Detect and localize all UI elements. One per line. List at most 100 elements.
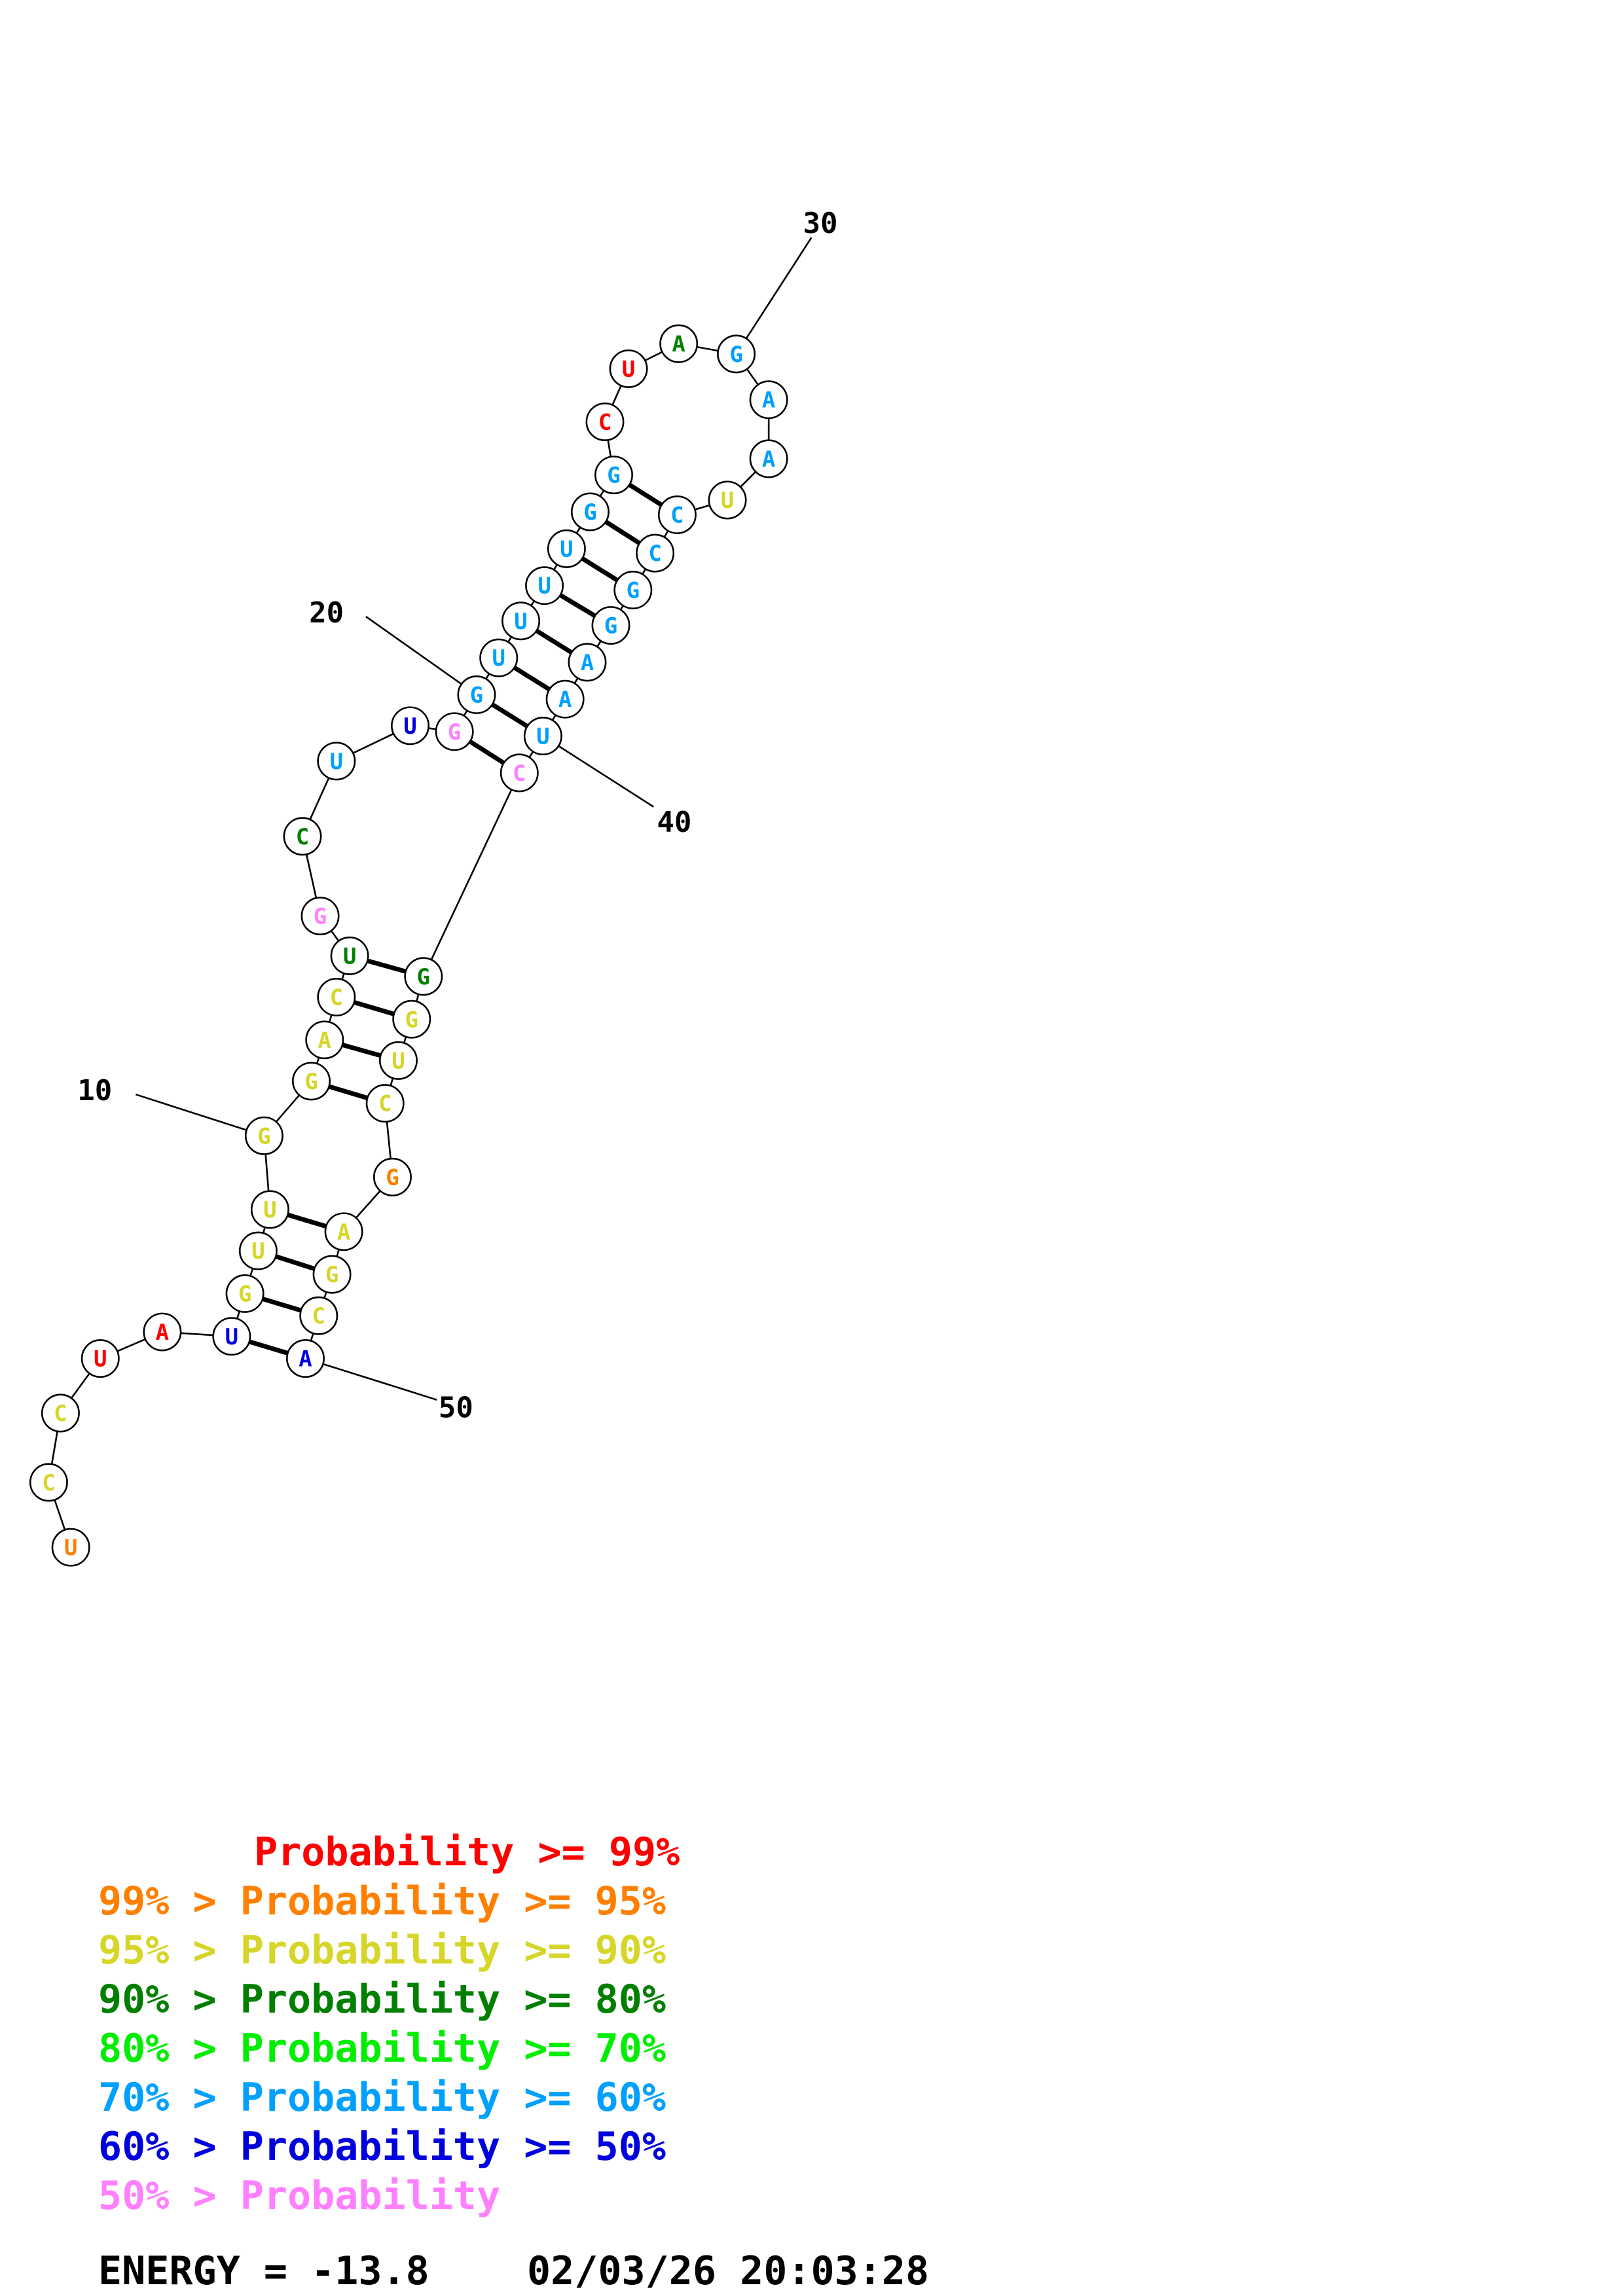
nucleotide-base: G — [583, 499, 596, 526]
position-label-leader — [542, 735, 655, 808]
nucleotide-circle — [250, 1190, 289, 1229]
nucleotide-circle — [292, 1062, 331, 1101]
nucleotide-base: G — [405, 1007, 418, 1033]
legend-row: 70% > Probability >= 60% — [98, 2075, 666, 2121]
nucleotide-circle — [547, 529, 586, 568]
position-label-leader — [365, 615, 477, 696]
nucleotide-circle — [305, 1020, 344, 1060]
nucleotide-circle — [238, 1231, 278, 1270]
nucleotide-base: U — [514, 609, 527, 635]
nucleotide-circle — [659, 324, 699, 363]
nucleotide-circle — [299, 1296, 338, 1335]
nucleotide-circle — [225, 1274, 264, 1313]
nucleotide-base: U — [94, 1346, 107, 1372]
nucleotide-base: U — [392, 1048, 405, 1074]
nucleotide-base: U — [330, 749, 343, 775]
nucleotide-base: A — [558, 687, 572, 713]
legend-row: 50% > Probability — [98, 2173, 500, 2219]
nucleotide-base: G — [627, 577, 640, 603]
nucleotide-circle — [330, 936, 369, 975]
nucleotide-base: C — [330, 984, 343, 1011]
nucleotide-base: G — [470, 682, 483, 708]
nucleotide-circle — [435, 712, 474, 751]
nucleotide-base: U — [622, 356, 635, 382]
legend-row: 90% > Probability >= 80% — [98, 1977, 666, 2022]
nucleotide-circle — [301, 897, 340, 935]
nucleotide-base: C — [296, 824, 309, 850]
nucleotide-base: C — [648, 541, 661, 567]
nucleotide-circle — [404, 957, 443, 996]
nucleotide-base: U — [721, 488, 734, 514]
nucleotide-base: C — [598, 410, 611, 436]
nucleotide-circle — [568, 643, 607, 682]
nucleotide-base: A — [318, 1028, 331, 1054]
probability-legend: Probability >= 99%99% > Probability >= 9… — [98, 1829, 680, 2219]
nucleotide-circle — [312, 1255, 352, 1294]
nucleotide-circle — [749, 380, 788, 420]
timestamp-text: 02/03/26 20:03:28 — [527, 2248, 929, 2294]
legend-row: Probability >= 99% — [254, 1829, 680, 1875]
position-label: 20 — [309, 596, 344, 630]
nucleotide-base: C — [312, 1303, 325, 1329]
nucleotide-base: A — [337, 1219, 350, 1246]
nucleotide-base: C — [54, 1401, 67, 1427]
nucleotide-circle — [51, 1528, 90, 1567]
position-label: 40 — [657, 806, 691, 839]
nucleotide-base: U — [225, 1324, 238, 1350]
nucleotide-circle — [609, 349, 648, 388]
nucleotide-base: G — [604, 613, 617, 639]
nucleotide-circle — [501, 601, 541, 641]
nucleotide-circle — [41, 1393, 80, 1433]
nucleotide-base: A — [762, 446, 775, 473]
nucleotide-base: U — [343, 943, 356, 969]
nucleotide-base: U — [403, 713, 416, 740]
nucleotide-base: G — [386, 1164, 399, 1191]
legend-row: 80% > Probability >= 70% — [98, 2026, 666, 2072]
nucleotide-circle — [392, 999, 431, 1039]
position-label-leader — [305, 1357, 437, 1401]
nucleotide-base: U — [263, 1197, 276, 1223]
nucleotide-circle — [286, 1339, 325, 1378]
nucleotide-circle — [545, 679, 585, 719]
position-label: 50 — [439, 1391, 473, 1425]
nucleotide-base: G — [325, 1262, 338, 1288]
nucleotide-circle — [585, 403, 625, 442]
nucleotide-base: G — [417, 964, 430, 990]
nucleotide-circle — [373, 1157, 412, 1196]
legend-row: 95% > Probability >= 90% — [98, 1928, 666, 1973]
nucleotide-base: G — [304, 1069, 318, 1095]
position-label: 10 — [77, 1074, 112, 1107]
nucleotide-base: A — [581, 650, 594, 676]
nucleotide-base: C — [42, 1470, 55, 1496]
nucleotide-circle — [613, 570, 653, 609]
position-label-layer: 10 20 30 40 50 — [77, 207, 837, 1425]
nucleotide-circle — [591, 606, 630, 645]
energy-text: ENERGY = -13.8 — [98, 2248, 429, 2294]
nucleotide-base: G — [729, 342, 742, 368]
nucleotide-circle — [594, 456, 633, 495]
nucleotide-circle — [29, 1463, 68, 1502]
nucleotide-base: A — [299, 1346, 312, 1372]
nucleotide-circle — [708, 480, 747, 520]
position-label-leader — [135, 1093, 264, 1137]
nucleotide-base: G — [448, 719, 461, 745]
nucleotide-base: U — [538, 573, 551, 600]
nucleotide-base: U — [536, 724, 549, 750]
nucleotide-circle — [717, 334, 756, 374]
nucleotide-circle — [324, 1212, 363, 1251]
nucleotide-base: A — [672, 331, 685, 357]
nucleotide-base: C — [670, 503, 684, 529]
nucleotide-circle — [657, 495, 697, 534]
nucleotide-circle — [317, 742, 356, 781]
nucleotide-circle — [525, 566, 564, 605]
nucleotide-base: U — [560, 536, 573, 562]
nucleotide-circle — [500, 753, 539, 793]
nucleotide-base: A — [156, 1319, 169, 1346]
nucleotide-circle — [317, 977, 356, 1016]
nucleotide-circle — [143, 1312, 182, 1352]
nucleotide-circle — [244, 1116, 283, 1155]
nucleotide-base: G — [314, 904, 327, 930]
nucleotide-circle — [523, 717, 562, 756]
nucleotide-base: C — [513, 761, 526, 787]
